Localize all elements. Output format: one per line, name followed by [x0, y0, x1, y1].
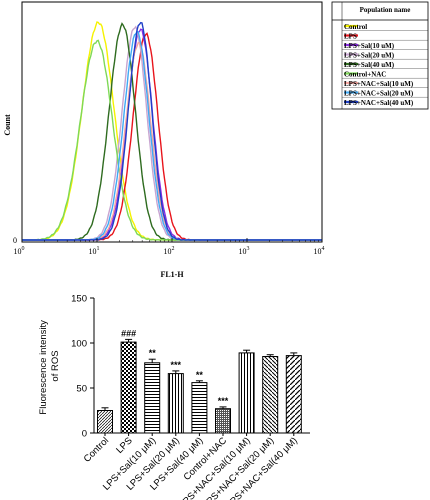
significance-annotation: ### [121, 328, 136, 338]
bar-x-label: Control [82, 435, 111, 464]
histogram-curve-lps [22, 32, 322, 241]
legend-label-control-nac: Control+NAC [344, 71, 386, 79]
histogram-x-tick-label: 101 [89, 246, 100, 256]
legend-label-control: Control [344, 23, 367, 31]
histogram-curve-lps-nac-sal-10-um [22, 41, 322, 241]
histogram-curve-control [21, 21, 322, 241]
histogram-y-zero-label: 0 [13, 236, 17, 245]
bar-lps-sal-10-m [144, 362, 161, 434]
histogram-curve-lps-nac-sal-20-um [22, 30, 322, 241]
histogram-x-tick-label: 102 [164, 246, 175, 256]
histogram-curve-control-nac [21, 39, 322, 241]
bar-x-label: LPS [114, 435, 134, 455]
significance-annotation: *** [218, 396, 229, 406]
histogram-x-axis-label: FL1-H [160, 270, 184, 279]
bar-control [97, 410, 113, 434]
bar-y-tick-label: 150 [71, 294, 87, 305]
histogram-y-axis-label: Count [3, 114, 12, 136]
legend-label-lps-sal-40-um: LPS+Sal(40 uM) [344, 61, 395, 69]
significance-annotation: ** [149, 348, 157, 358]
legend-title: Population name [360, 6, 411, 14]
bar-lps-nac-sal-20-m [262, 356, 279, 434]
bar-y-ticks: 0 50 100 150 [71, 294, 94, 440]
bar-control-nac [215, 408, 231, 434]
bar-marks: ###********** [97, 328, 302, 434]
histogram-x-tick-label: 103 [239, 246, 250, 256]
bar-y-axis-label: Fluorescence intensity of ROS [38, 317, 61, 414]
legend-label-lps-nac-sal-10-um: LPS+NAC+Sal(10 uM) [344, 80, 414, 88]
bar-lps [120, 341, 137, 434]
histogram-curve-lps-sal-10-um [22, 28, 322, 241]
flow-histogram: 100 101 102 103 104 0 Count FL1-H [3, 1, 325, 279]
histogram-x-tick-label: 100 [14, 246, 25, 256]
bar-lps-sal-40-m [191, 382, 208, 434]
bar-lps-sal-20-m [167, 373, 184, 434]
bar-lps-nac-sal-10-m [238, 352, 255, 434]
legend-label-lps-nac-sal-40-um: LPS+NAC+Sal(40 uM) [344, 99, 414, 107]
legend-label-lps: LPS [344, 33, 357, 41]
histogram-x-tick-label: 104 [314, 246, 325, 256]
bar-y-tick-label: 50 [76, 384, 87, 395]
bar-y-tick-label: 0 [82, 429, 87, 440]
significance-annotation: *** [171, 360, 182, 370]
significance-annotation: ** [196, 370, 204, 380]
bar-y-tick-label: 100 [71, 339, 87, 350]
legend-label-lps-sal-20-um: LPS+Sal(20 uM) [344, 52, 395, 60]
bar-lps-nac-sal-40-m [285, 355, 302, 434]
legend-label-lps-sal-10-um: LPS+Sal(10 uM) [344, 42, 395, 50]
histogram-curve-lps-nac-sal-40-um [22, 21, 322, 241]
histogram-x-ticks: 100 101 102 103 104 [14, 238, 325, 256]
histogram-curves [21, 21, 322, 241]
legend-label-lps-nac-sal-20-um: LPS+NAC+Sal(20 uM) [344, 90, 414, 98]
